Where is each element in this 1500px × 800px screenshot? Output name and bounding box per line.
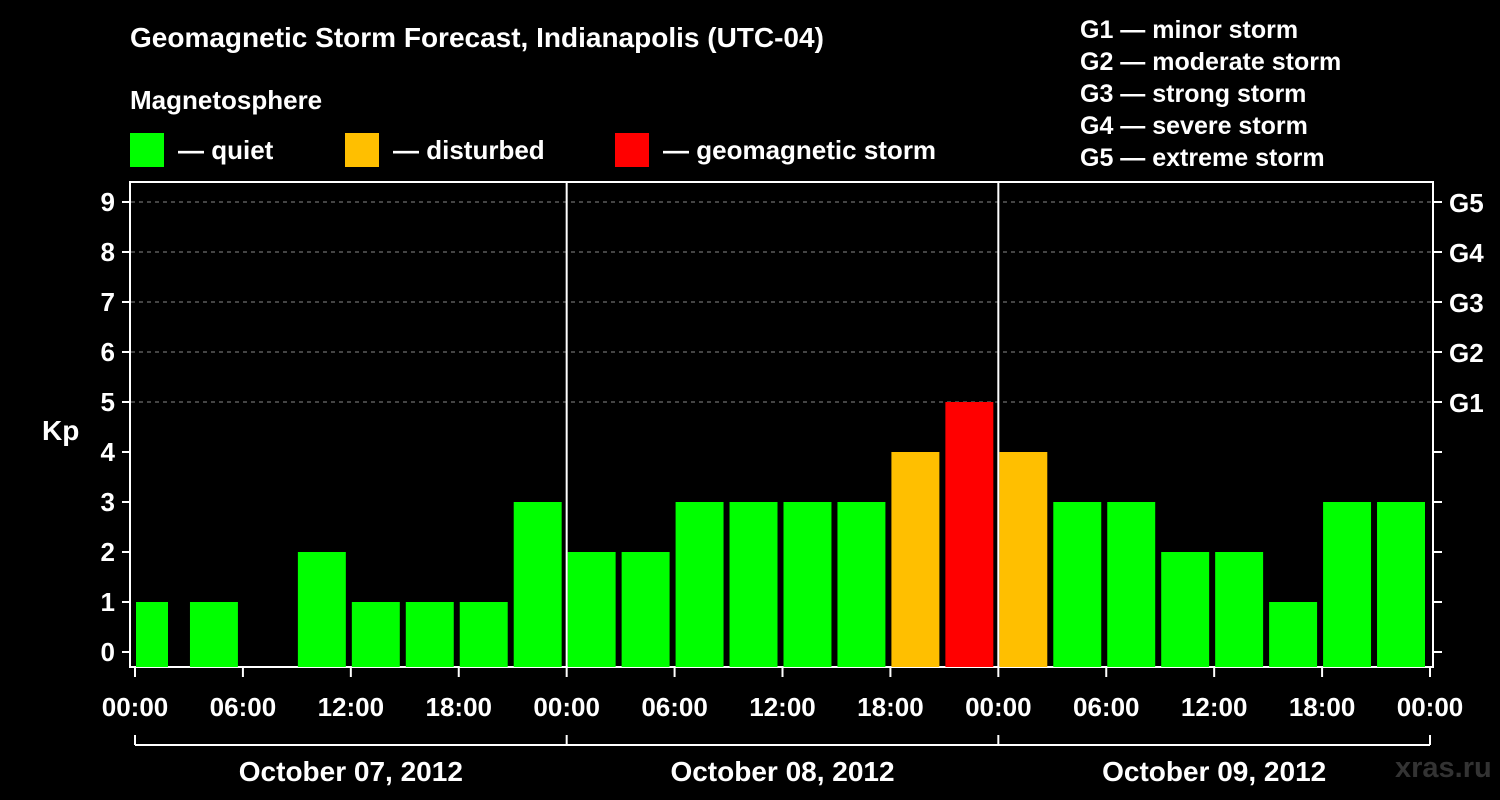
kp-bar-3 <box>297 552 346 667</box>
y-tick-label-1: 1 <box>101 587 115 617</box>
kp-bar-1 <box>189 602 238 667</box>
y-tick-label-4: 4 <box>101 437 116 467</box>
x-tick-label-3: 18:00 <box>426 692 493 722</box>
kp-bar-18 <box>1107 502 1156 667</box>
kp-bar-23 <box>1377 502 1425 667</box>
y-tick-label-8: 8 <box>101 237 115 267</box>
x-tick-label-10: 12:00 <box>1181 692 1248 722</box>
x-tick-label-8: 00:00 <box>965 692 1032 722</box>
legend-disturbed-swatch <box>345 133 379 167</box>
kp-bar-11 <box>729 502 778 667</box>
storm-scale-legend: G1 — minor storm G2 — moderate storm G3 … <box>1080 14 1341 174</box>
x-tick-label-6: 12:00 <box>749 692 816 722</box>
legend-disturbed: — disturbed <box>345 133 545 167</box>
kp-bar-9 <box>621 552 670 667</box>
watermark: xras.ru <box>1395 752 1492 784</box>
day-label-0: October 07, 2012 <box>239 756 463 787</box>
g-label-g2: G2 <box>1449 338 1484 368</box>
y-tick-label-5: 5 <box>101 387 115 417</box>
y-tick-label-3: 3 <box>101 487 115 517</box>
storm-scale-g5: G5 — extreme storm <box>1080 144 1325 172</box>
legend-storm-label: — geomagnetic storm <box>663 134 937 165</box>
x-tick-label-2: 12:00 <box>318 692 385 722</box>
g-label-g4: G4 <box>1449 238 1484 268</box>
y-axis-label: Kp <box>42 415 79 446</box>
storm-scale-g1: G1 — minor storm <box>1080 16 1299 44</box>
kp-bar-13 <box>837 502 886 667</box>
legend-storm-swatch <box>615 133 649 167</box>
storm-scale-g4: G4 — severe storm <box>1080 112 1308 140</box>
x-tick-label-9: 06:00 <box>1073 692 1140 722</box>
x-tick-label-0: 00:00 <box>102 692 169 722</box>
x-tick-label-4: 00:00 <box>533 692 600 722</box>
kp-bar-12 <box>783 502 832 667</box>
x-tick-label-7: 18:00 <box>857 692 924 722</box>
kp-bar-10 <box>675 502 724 667</box>
kp-bar-7 <box>513 502 562 667</box>
kp-bar-21 <box>1269 602 1318 667</box>
kp-bar-19 <box>1161 552 1210 667</box>
kp-bar-20 <box>1215 552 1264 667</box>
g-label-g3: G3 <box>1449 288 1484 318</box>
y-tick-label-9: 9 <box>101 187 115 217</box>
kp-bar-0 <box>136 602 168 667</box>
y-tick-label-2: 2 <box>101 537 115 567</box>
day-label-1: October 08, 2012 <box>670 756 894 787</box>
x-tick-label-1: 06:00 <box>210 692 277 722</box>
legend-quiet-label: — quiet <box>178 134 274 165</box>
y-tick-label-0: 0 <box>101 637 115 667</box>
chart-title: Geomagnetic Storm Forecast, Indianapolis… <box>130 22 824 53</box>
y-tick-label-7: 7 <box>101 287 115 317</box>
x-tick-label-5: 06:00 <box>641 692 708 722</box>
kp-bar-14 <box>891 452 940 667</box>
legend-storm: — geomagnetic storm <box>615 133 936 167</box>
legend-disturbed-label: — disturbed <box>393 134 545 165</box>
legend-quiet-swatch <box>130 133 164 167</box>
kp-bar-8 <box>567 552 616 667</box>
storm-scale-g2: G2 — moderate storm <box>1080 48 1342 76</box>
kp-bar-4 <box>351 602 400 667</box>
chart-subtitle: Magnetosphere <box>130 85 323 115</box>
y-tick-label-6: 6 <box>101 337 115 367</box>
g-label-g5: G5 <box>1449 188 1484 218</box>
storm-scale-g3: G3 — strong storm <box>1080 80 1307 108</box>
kp-bar-5 <box>405 602 454 667</box>
kp-bar-16 <box>999 452 1048 667</box>
x-tick-label-12: 00:00 <box>1397 692 1464 722</box>
legend-quiet: — quiet <box>130 133 273 167</box>
g-label-g1: G1 <box>1449 388 1484 418</box>
kp-bar-17 <box>1053 502 1102 667</box>
kp-bar-22 <box>1323 502 1372 667</box>
kp-bar-15 <box>945 402 994 667</box>
x-tick-label-11: 18:00 <box>1289 692 1356 722</box>
day-label-2: October 09, 2012 <box>1102 756 1326 787</box>
kp-bar-6 <box>459 602 508 667</box>
